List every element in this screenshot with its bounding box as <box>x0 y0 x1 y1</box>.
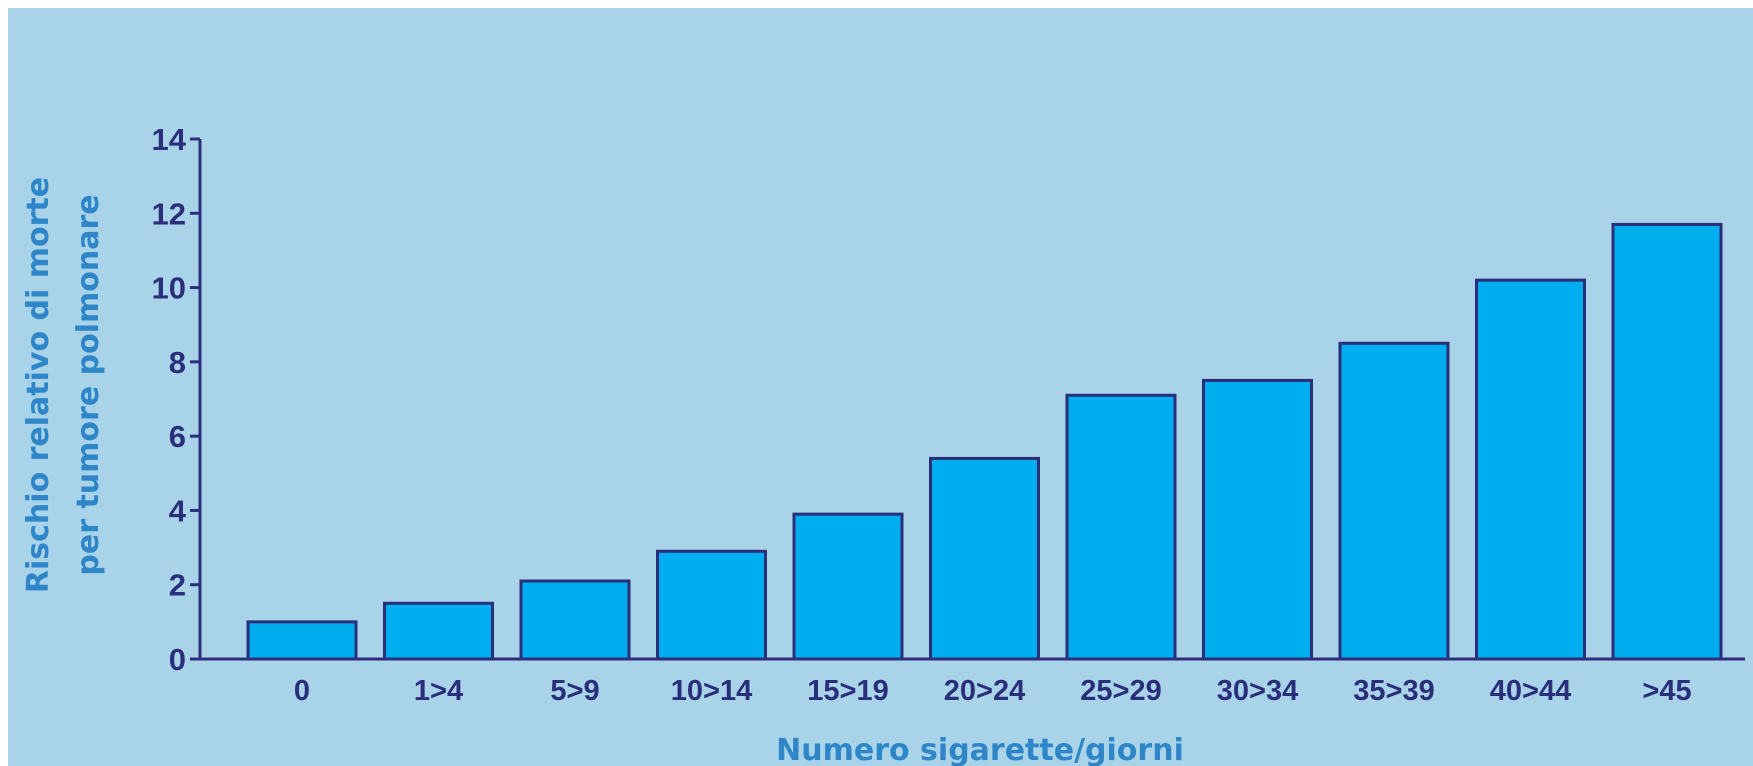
x-tick-label: 0 <box>294 675 310 707</box>
y-tick-label: 12 <box>152 196 186 231</box>
x-tick-label: 30>34 <box>1217 675 1298 707</box>
x-tick-label: 40>44 <box>1490 675 1571 707</box>
y-tick-label: 0 <box>169 642 186 677</box>
bars-group <box>246 222 1723 661</box>
x-tick-label: >45 <box>1642 675 1691 707</box>
y-tick-label: 10 <box>152 271 186 306</box>
y-tick-label: 2 <box>169 568 186 603</box>
y-tick-label: 8 <box>169 345 186 380</box>
x-axis-title: Numero sigarette/giorni <box>776 733 1184 766</box>
bar-0 <box>246 620 358 661</box>
x-axis: 0 1>4 5>9 10>14 15>19 20>24 25>29 30>34 35>39 40>… <box>200 657 1745 707</box>
x-tick-label: 35>39 <box>1353 675 1434 707</box>
bar-35>39 <box>1338 341 1450 661</box>
x-tick-label: 15>19 <box>807 675 888 707</box>
bar-25>29 <box>1065 393 1177 661</box>
bar-5>9 <box>519 579 631 661</box>
bar-40>44 <box>1475 278 1586 661</box>
bar-15>19 <box>792 512 904 661</box>
x-tick-label: 20>24 <box>944 675 1025 707</box>
y-tick-label: 6 <box>169 419 186 454</box>
y-tick-label: 4 <box>169 493 187 528</box>
bar-10>14 <box>656 549 767 661</box>
y-tick-label: 14 <box>152 122 187 157</box>
x-tick-label: 5>9 <box>550 675 599 707</box>
x-tick-label: 1>4 <box>414 675 463 707</box>
y-axis: 0 2 4 6 8 10 12 14 <box>152 122 202 677</box>
y-axis-title-line-1: Rischio relativo di morte <box>21 177 56 593</box>
x-tick-label: 25>29 <box>1080 675 1161 707</box>
y-axis-title-line-2: per tumore polmonare <box>71 194 106 575</box>
bar->45 <box>1611 222 1723 661</box>
bar-1>4 <box>383 601 494 661</box>
bar-20>24 <box>929 456 1040 661</box>
bar-30>34 <box>1202 378 1313 661</box>
x-tick-label: 10>14 <box>671 675 752 707</box>
